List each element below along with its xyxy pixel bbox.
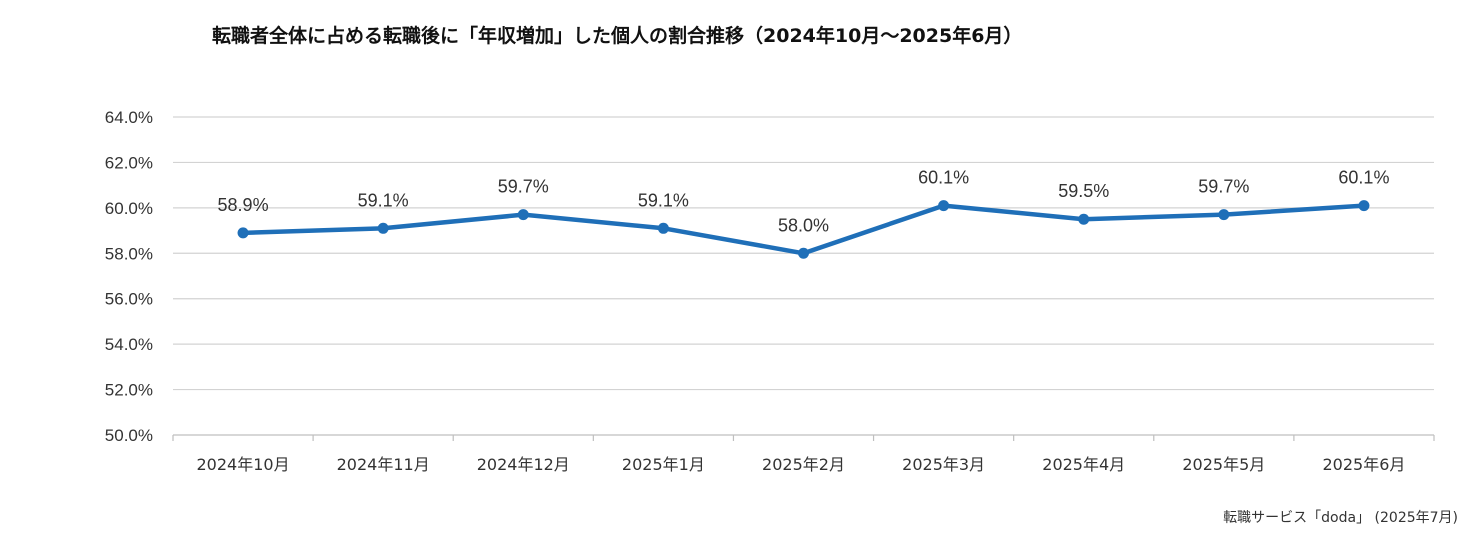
- data-series: [237, 200, 1370, 259]
- data-label: 59.5%: [1058, 181, 1109, 201]
- x-tick-label: 2025年5月: [1182, 455, 1265, 474]
- x-tick-label: 2024年12月: [477, 455, 570, 474]
- data-point: [798, 247, 809, 259]
- data-label: 59.7%: [498, 177, 549, 197]
- data-labels: 58.9% 59.1% 59.7% 59.1% 58.0% 60.1% 59.5% 59.7%…: [218, 168, 1390, 236]
- x-axis-ticks: 2024年10月 2024年11月 2024年12月 2025年1月 2025年2月 20…: [197, 455, 1406, 474]
- y-tick-label: 60.0%: [105, 199, 153, 218]
- data-label: 59.1%: [358, 190, 409, 210]
- data-point: [1358, 200, 1370, 212]
- y-tick-label: 52.0%: [105, 381, 153, 400]
- y-tick-label: 62.0%: [105, 153, 153, 172]
- source-note: 転職サービス「doda」 (2025年7月): [1223, 510, 1458, 526]
- x-tick-label: 2025年6月: [1322, 455, 1405, 474]
- data-point: [517, 209, 529, 221]
- y-tick-label: 50.0%: [105, 426, 153, 445]
- x-axis: [172, 434, 1435, 441]
- data-label: 59.7%: [1198, 177, 1249, 197]
- x-tick-label: 2025年4月: [1042, 455, 1125, 474]
- x-tick-label: 2025年2月: [762, 455, 845, 474]
- y-tick-label: 64.0%: [105, 108, 153, 127]
- data-point: [1078, 213, 1090, 225]
- gridlines: [173, 116, 1434, 391]
- chart-title: 転職者全体に占める転職後に「年収増加」した個人の割合推移（2024年10月～20…: [212, 24, 1022, 47]
- data-point: [1218, 209, 1230, 221]
- data-point: [657, 222, 669, 234]
- y-axis-ticks: 50.0% 52.0% 54.0% 56.0% 58.0% 60.0% 62.0% 64.0%: [105, 108, 153, 445]
- x-tick-label: 2024年10月: [197, 455, 290, 474]
- x-tick-label: 2024年11月: [337, 455, 430, 474]
- x-tick-label: 2025年1月: [622, 455, 705, 474]
- data-label: 58.9%: [218, 195, 269, 215]
- data-point: [938, 200, 950, 212]
- data-label: 60.1%: [1338, 168, 1389, 188]
- x-tick-label: 2025年3月: [902, 455, 985, 474]
- y-tick-label: 54.0%: [105, 335, 153, 354]
- y-tick-label: 56.0%: [105, 290, 153, 309]
- data-label: 60.1%: [918, 168, 969, 188]
- y-tick-label: 58.0%: [105, 244, 153, 263]
- data-point: [237, 227, 249, 239]
- data-label: 58.0%: [778, 215, 829, 235]
- data-point: [377, 222, 389, 234]
- data-label: 59.1%: [638, 190, 689, 210]
